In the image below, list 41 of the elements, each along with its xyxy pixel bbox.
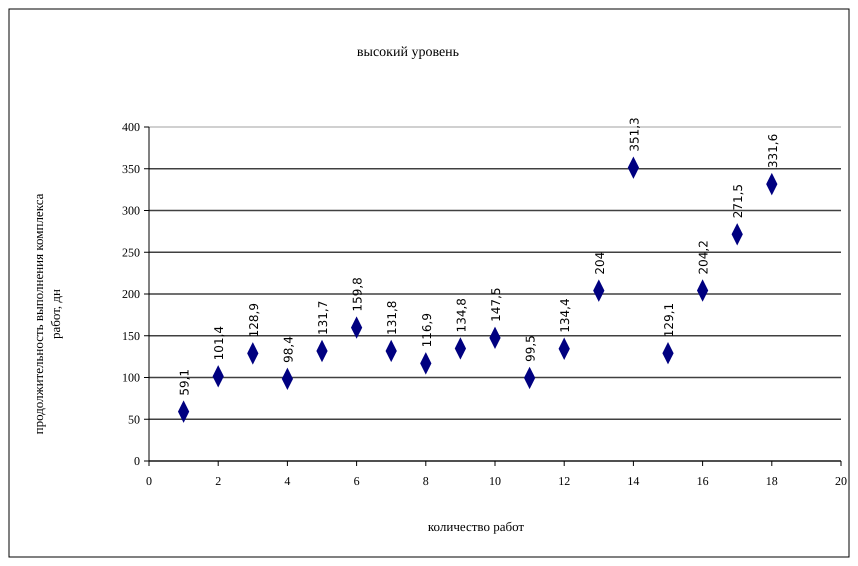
data-label: 204: [592, 252, 607, 275]
x-tick-label: 8: [422, 474, 429, 488]
data-label: 116,9: [420, 313, 434, 348]
y-tick-label: 0: [134, 454, 140, 468]
data-label: 351,3: [627, 117, 642, 152]
x-tick-label: 4: [284, 474, 290, 488]
x-tick-label: 0: [146, 474, 152, 488]
x-tick-label: 16: [696, 474, 709, 488]
data-label: 134,8: [454, 298, 468, 332]
y-tick-label: 100: [122, 370, 140, 385]
x-tick-label: 14: [627, 474, 640, 488]
x-axis-title: количество работ: [428, 519, 524, 534]
data-label: 128,9: [246, 303, 261, 338]
data-label: 131,8: [385, 300, 400, 335]
x-tick-label: 10: [489, 474, 501, 488]
y-tick-label: 400: [122, 120, 140, 134]
data-label: 331,6: [766, 134, 780, 168]
y-tick-label: 350: [122, 162, 140, 176]
data-label: 134,4: [558, 298, 572, 333]
y-tick-label: 300: [122, 204, 140, 218]
data-label: 129,1: [662, 302, 676, 338]
data-label: 59,1: [178, 368, 192, 396]
data-label: 101,4: [212, 326, 226, 360]
x-tick-label: 6: [354, 474, 360, 488]
x-tick-label: 18: [766, 474, 778, 488]
y-tick-label: 50: [128, 412, 140, 426]
data-label: 271,5: [731, 184, 746, 218]
y-tick-label: 150: [122, 328, 140, 343]
x-tick-label: 20: [835, 474, 847, 488]
data-label: 159,8: [350, 277, 365, 312]
y-axis-title: продолжительность выполнения комплекса работ, дн: [31, 193, 63, 434]
y-tick-label: 250: [122, 245, 140, 260]
data-label: 98,4: [281, 336, 296, 363]
data-label: 204,2: [696, 240, 711, 274]
x-tick-label: 12: [558, 474, 570, 488]
chart-title: высокий уровень: [356, 45, 460, 60]
data-label: 131,7: [316, 300, 330, 336]
y-tick-label: 200: [122, 287, 140, 302]
data-label: 99,5: [524, 335, 538, 362]
x-tick-label: 2: [215, 474, 222, 488]
data-label: 147,5: [489, 287, 503, 322]
